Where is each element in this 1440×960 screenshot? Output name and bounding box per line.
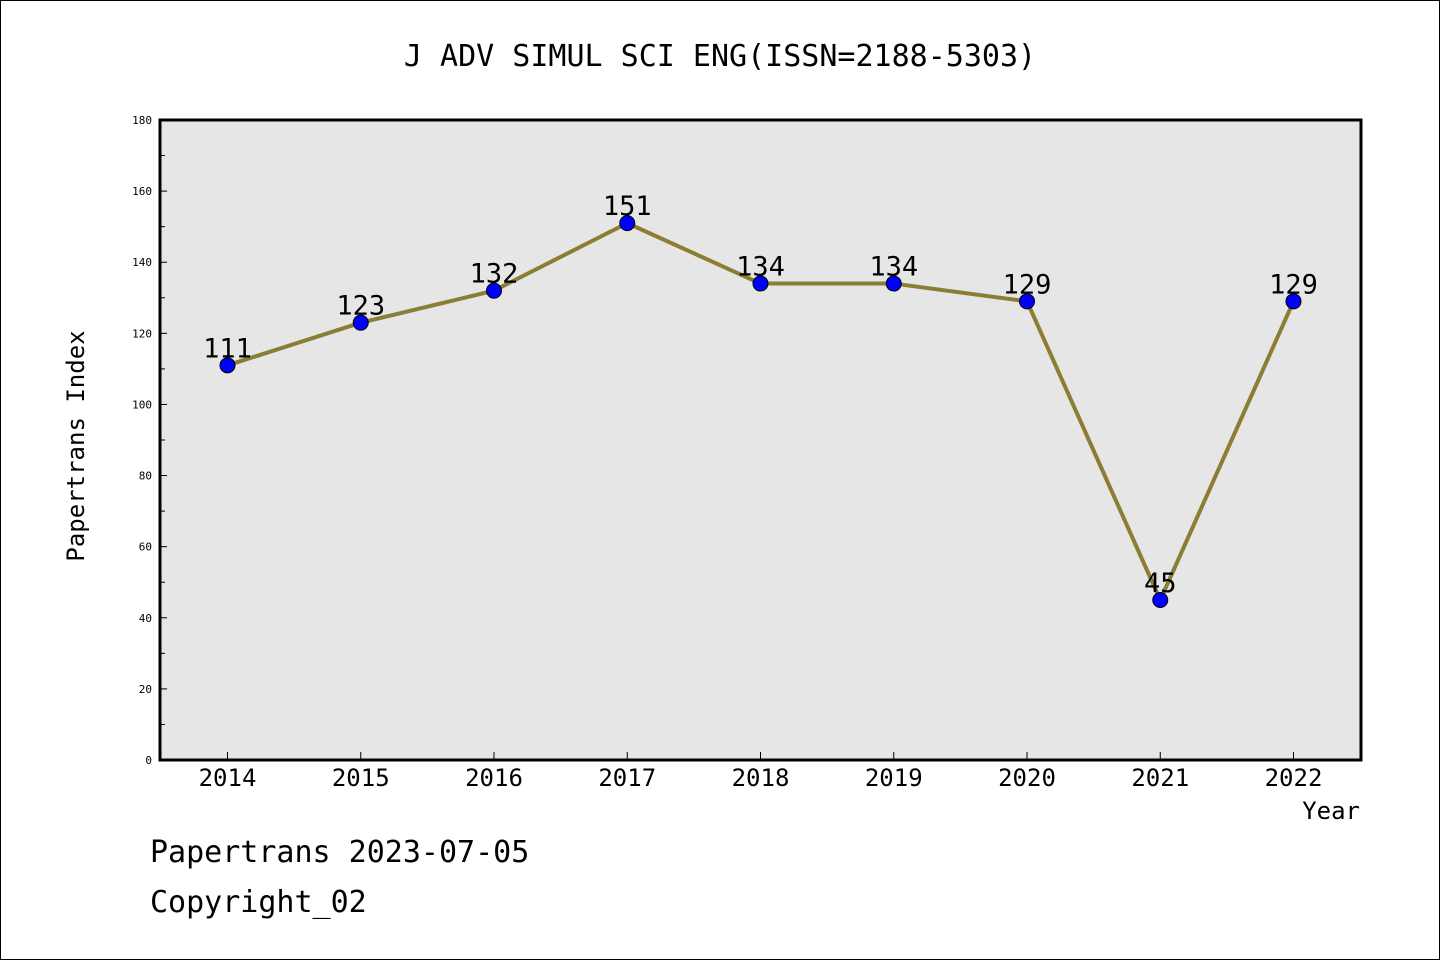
x-tick-label: 2020: [998, 764, 1056, 792]
footer-date: Papertrans 2023-07-05: [150, 835, 530, 870]
data-point: [486, 282, 502, 299]
x-tick-label: 2014: [199, 764, 257, 792]
y-axis-title: Papertrans Index: [62, 330, 90, 561]
x-axis: 2014 2015 2016 2017 2018 2019 2020 2021 2022: [199, 752, 1323, 792]
data-label: 134: [736, 252, 785, 283]
footer-copyright: Copyright_02: [150, 885, 367, 920]
y-tick-label: 140: [132, 256, 152, 269]
data-markers: [219, 215, 1302, 608]
y-tick-label: 60: [139, 541, 152, 554]
y-tick-label: 100: [132, 398, 152, 411]
y-tick-label: 80: [139, 470, 152, 483]
y-tick-label: 180: [132, 114, 152, 127]
x-axis-title: Year: [1302, 797, 1360, 825]
data-point: [619, 215, 636, 232]
y-axis: 0 20 40 60 80 100 120 140 160 180: [132, 114, 167, 767]
data-labels: 111 123 132 151 134 134 129 45 129: [203, 191, 1318, 599]
data-point: [1285, 293, 1302, 310]
data-label: 132: [470, 259, 519, 290]
data-point: [352, 314, 369, 331]
x-tick-label: 2021: [1131, 764, 1189, 792]
data-label: 129: [1003, 269, 1052, 300]
y-tick-label: 120: [132, 327, 152, 340]
plot-area: [158, 118, 1363, 762]
x-tick-label: 2018: [732, 764, 790, 792]
y-tick-label: 20: [139, 683, 152, 696]
y-tick-label: 0: [145, 754, 152, 767]
y-tick-label: 160: [132, 185, 152, 198]
data-label: 134: [869, 252, 918, 283]
x-tick-label: 2022: [1265, 764, 1323, 792]
y-tick-label: 40: [139, 612, 152, 625]
data-point: [885, 275, 902, 292]
x-tick-label: 2016: [465, 764, 523, 792]
data-point: [219, 357, 236, 374]
data-point: [1152, 592, 1169, 608]
data-label: 45: [1144, 568, 1177, 599]
data-point: [1019, 293, 1035, 310]
data-label: 111: [203, 333, 252, 364]
data-label: 129: [1269, 269, 1318, 300]
data-point: [752, 275, 769, 292]
x-tick-label: 2015: [332, 764, 390, 792]
data-label: 151: [603, 191, 652, 222]
chart-title: J ADV SIMUL SCI ENG(ISSN=2188-5303): [404, 39, 1036, 74]
data-label: 123: [336, 291, 385, 322]
x-tick-label: 2017: [598, 764, 656, 792]
x-tick-label: 2019: [865, 764, 923, 792]
